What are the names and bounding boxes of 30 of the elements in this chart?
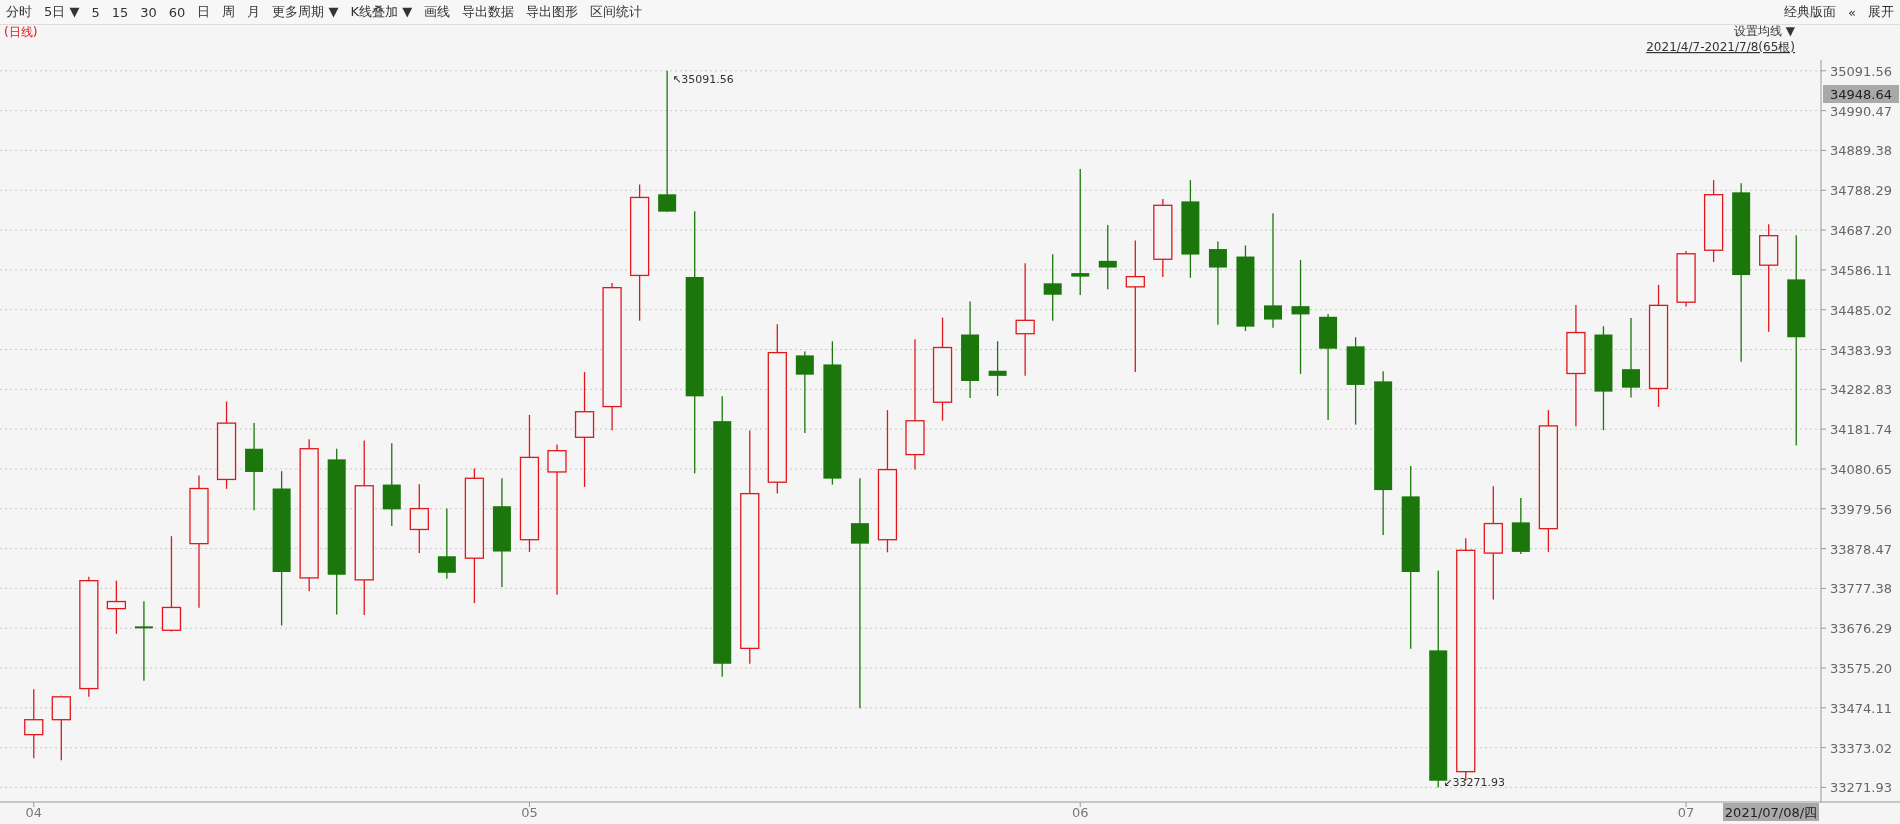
y-tick-label: 35091.56 [1830,63,1893,79]
y-tick-label: 34586.11 [1830,262,1893,278]
chart-title: (日线) [4,25,38,39]
y-tick-label: 33676.29 [1830,621,1893,637]
x-tick-label: 04 [25,805,43,820]
y-tick-label: 33979.56 [1830,501,1893,517]
text: 设置均线 ▼ [1733,24,1796,38]
y-tick-label: 33474.11 [1830,700,1893,716]
y-tick-label: 34788.29 [1830,183,1893,199]
y-tick-label: 34990.47 [1830,103,1893,119]
y-tick-label: 34383.93 [1830,342,1893,358]
y-tick-label: 33575.20 [1830,661,1893,677]
chart-subtitle: 2021/4/7-2021/7/8(65根) [1646,40,1795,54]
y-tick-label: 33878.47 [1830,541,1893,557]
y-tick-label: 34080.65 [1830,461,1893,477]
y-tick-label: 34889.38 [1830,143,1893,159]
annotation: ↖35091.56 [672,72,734,86]
x-tick-label: 05 [521,805,538,820]
annotation: ↙33271.93 [1443,776,1505,790]
x-tick-label: 06 [1071,805,1089,820]
x-tick-label: 07 [1677,805,1695,820]
text: 2021/07/08/四 [1724,805,1818,820]
text: 34948.64 [1829,87,1893,102]
y-tick-label: 33271.93 [1830,780,1893,796]
y-tick-label: 33373.02 [1830,740,1893,756]
y-tick-label: 34282.83 [1830,382,1893,398]
y-tick-label: 34485.02 [1830,302,1893,318]
y-tick-label: 34687.20 [1830,223,1893,239]
y-tick-label: 34181.74 [1830,422,1893,438]
y-tick-label: 33777.38 [1830,581,1893,597]
